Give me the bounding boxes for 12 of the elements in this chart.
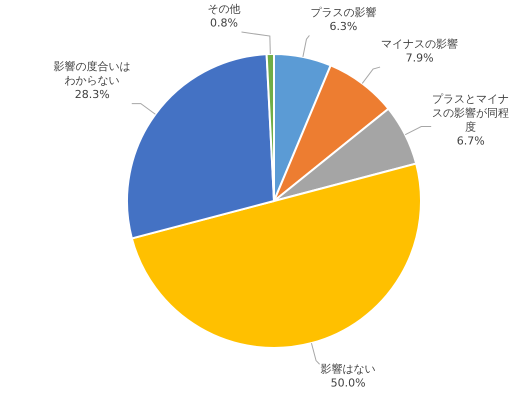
data-label: 7.9% (406, 51, 434, 64)
slice-label: 影響はない (320, 362, 376, 376)
slice-label: マイナスの影響 (381, 37, 458, 50)
slice-label: その他 (208, 2, 240, 16)
data-label: 28.3% (74, 88, 110, 102)
data-label: 50.0% (330, 376, 366, 390)
data-label: 0.8% (210, 16, 238, 30)
data-label: 6.7% (456, 134, 485, 148)
data-label: 6.3% (329, 20, 358, 33)
slice-label: プラスとマイナスの影響が同程度 (432, 92, 510, 134)
slice-label: プラスの影響 (310, 6, 376, 19)
slice-label: 影響の度合いはわからない (54, 60, 131, 88)
